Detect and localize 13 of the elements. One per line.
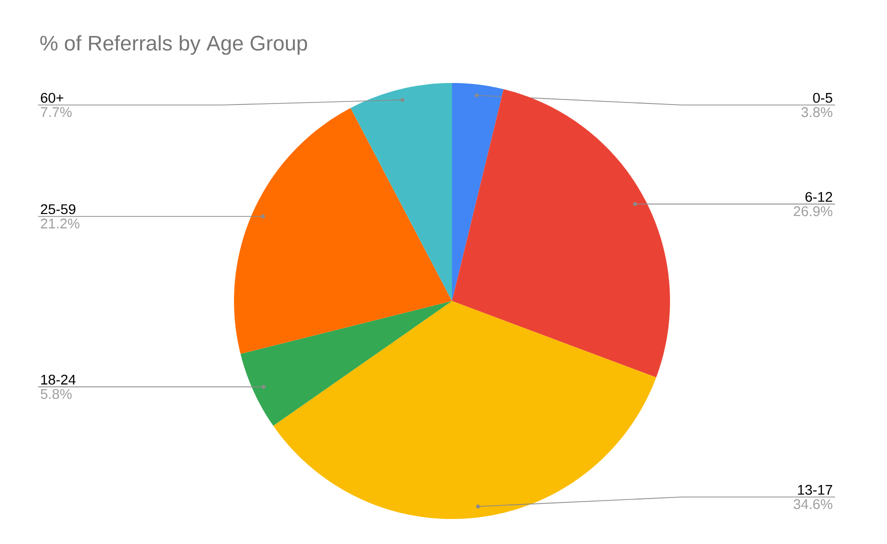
data-label: 26.9%: [794, 206, 832, 216]
slice-label: 18-24: [41, 374, 76, 385]
slice-label: 13-17: [798, 484, 832, 495]
chart-title: % of Referrals by Age Group: [40, 35, 308, 55]
data-label: 7.7%: [40, 107, 72, 117]
slice-label: 0-5: [813, 92, 832, 103]
slice-label: 6-12: [805, 192, 832, 202]
data-label: 21.2%: [40, 218, 80, 228]
data-label: 3.8%: [801, 107, 832, 118]
data-label: 34.6%: [794, 499, 832, 510]
data-label: 5.8%: [40, 389, 72, 399]
slice-label: 25-59: [40, 204, 76, 214]
slice-label: 60+: [40, 92, 64, 103]
